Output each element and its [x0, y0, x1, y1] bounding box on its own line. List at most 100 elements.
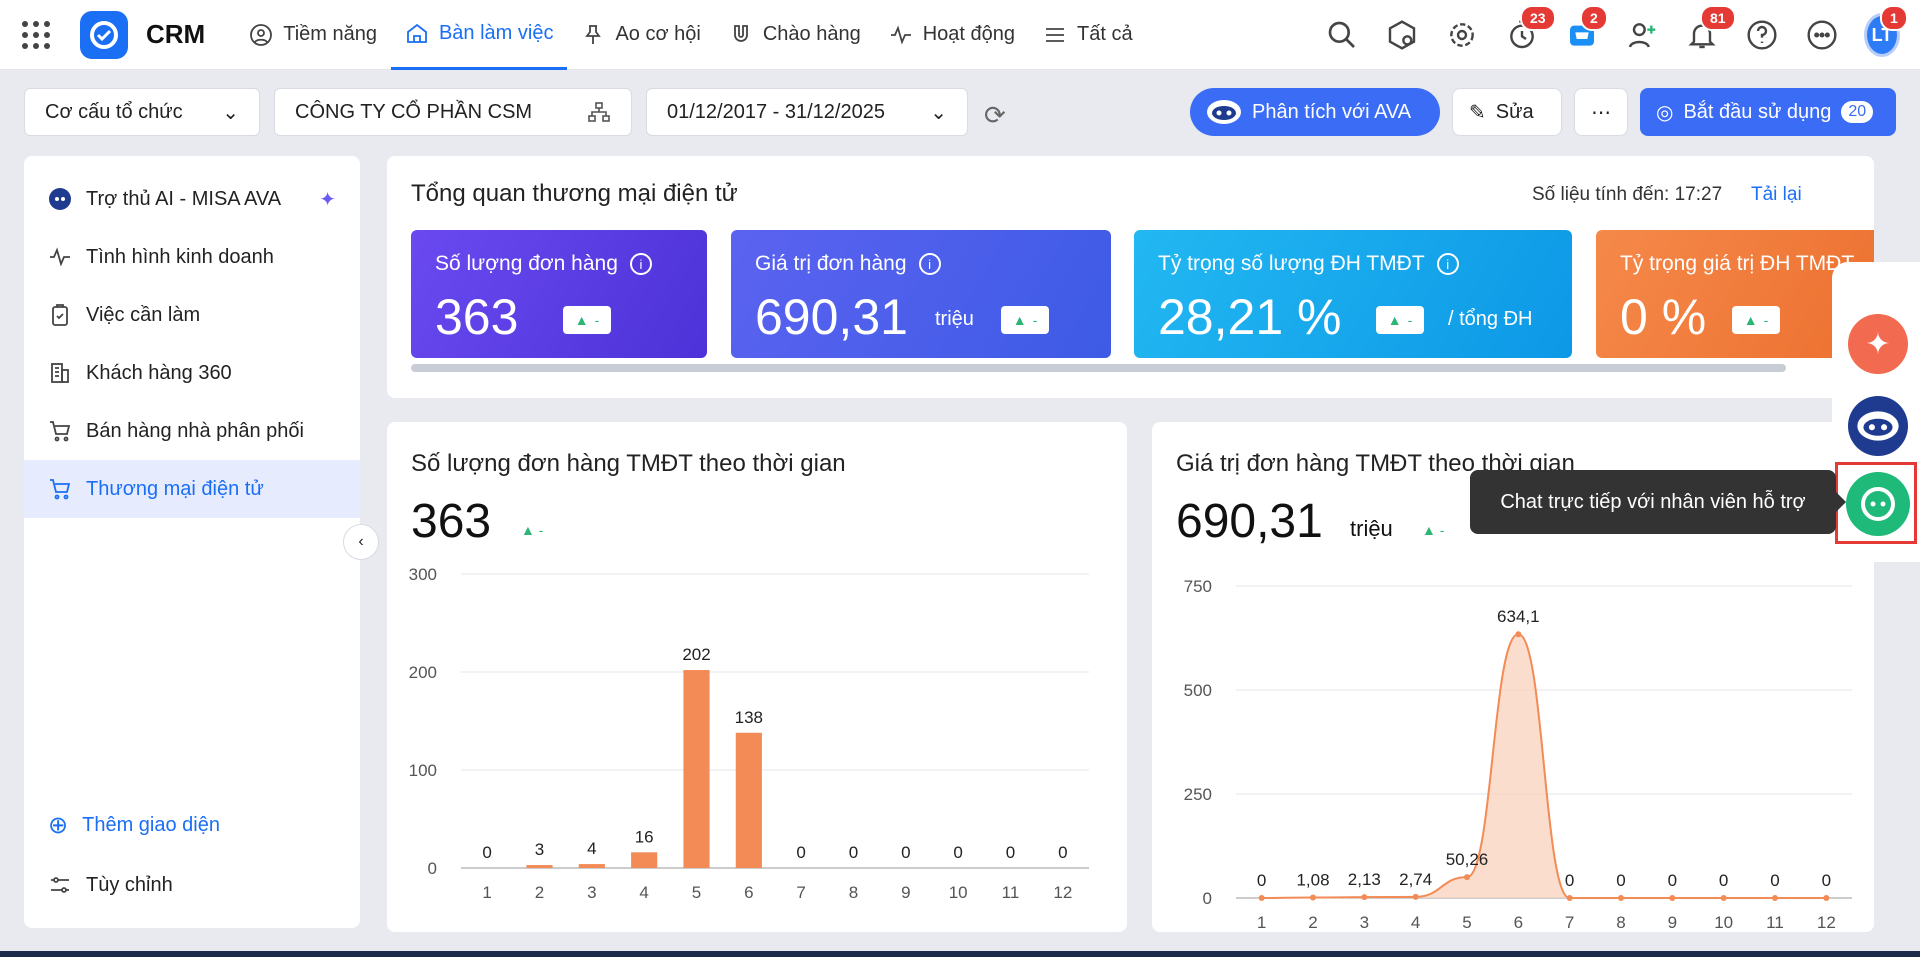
- company-select[interactable]: CÔNG TY CỔ PHẦN CSM: [274, 88, 632, 136]
- org-chart-icon: [588, 102, 610, 122]
- data-point: [1464, 874, 1470, 881]
- nav-item-opportunity[interactable]: Ao cơ hội: [567, 0, 714, 70]
- x-tick-label: 7: [796, 883, 805, 902]
- y-tick-label: 200: [409, 663, 437, 682]
- nav-label: Hoạt động: [922, 23, 1016, 45]
- app-brand: CRM: [146, 19, 206, 49]
- data-label: 0: [849, 843, 858, 862]
- avatar-wrap[interactable]: LT 1: [1864, 5, 1908, 57]
- kpi-label-text: Số lượng đơn hàng: [435, 252, 618, 275]
- live-chat-tooltip: Chat trực tiếp với nhân viên hỗ trợ: [1470, 470, 1846, 534]
- nav-label: Ao cơ hội: [615, 23, 701, 45]
- horizontal-scrollbar[interactable]: [411, 364, 1786, 372]
- help-icon[interactable]: [1744, 17, 1780, 53]
- kpi-card-order-share[interactable]: Tỷ trọng số lượng ĐH TMĐT i 28,21 % ▲ - / …: [1134, 230, 1572, 358]
- data-label: 0: [1719, 871, 1728, 890]
- ava-analyze-button[interactable]: Phân tích với AVA: [1190, 88, 1440, 136]
- sidebar-item-distributor[interactable]: Bán hàng nhà phân phối: [24, 402, 360, 460]
- nav-item-leads[interactable]: Tiềm năng: [235, 0, 391, 70]
- x-tick-label: 3: [1360, 913, 1369, 932]
- refresh-icon[interactable]: ⟳: [984, 100, 1006, 130]
- more-icon: ⋯: [1591, 101, 1611, 124]
- kpi-label: Số lượng đơn hàng i: [435, 252, 652, 276]
- kpi-value: 363: [435, 289, 519, 345]
- ava-bot-button[interactable]: [1848, 396, 1908, 456]
- box-search-icon[interactable]: [1384, 17, 1420, 53]
- y-tick-label: 0: [428, 859, 437, 878]
- ecommerce-overview-panel: Tổng quan thương mại điện tử Số liệu tín…: [387, 156, 1874, 398]
- bar: [526, 865, 553, 868]
- kpi-value: 28,21 %: [1158, 289, 1342, 345]
- trend-up-icon: ▲: [574, 312, 589, 328]
- menu-icon: [1046, 27, 1065, 42]
- clipboard-check-icon: [52, 304, 68, 326]
- data-point: [1720, 895, 1727, 901]
- data-label: 138: [735, 708, 763, 727]
- gear-icon[interactable]: [1444, 17, 1480, 53]
- date-range-select[interactable]: 01/12/2017 - 31/12/2025 ⌄: [646, 88, 968, 136]
- more-options-button[interactable]: ⋯: [1574, 88, 1628, 136]
- start-using-label: Bắt đầu sử dụng: [1683, 100, 1832, 123]
- data-point: [1823, 895, 1830, 901]
- data-label: 0: [901, 843, 910, 862]
- ai-sparkle-button[interactable]: ✦: [1848, 314, 1908, 374]
- kpi-card-order-value[interactable]: Giá trị đơn hàng i 690,31 triệu ▲ -: [731, 230, 1111, 358]
- live-chat-button[interactable]: [1846, 472, 1910, 536]
- sidebar-item-ai-assistant[interactable]: Trợ thủ AI - MISA AVA ✦: [24, 170, 360, 228]
- nav-item-activity[interactable]: Hoạt động: [875, 0, 1029, 70]
- data-point: [1412, 893, 1419, 900]
- sparkle-icon: ✦: [319, 188, 336, 211]
- crm-logo-icon[interactable]: [80, 10, 128, 59]
- sidebar-item-customer-360[interactable]: Khách hàng 360: [24, 344, 360, 402]
- info-icon[interactable]: i: [1436, 253, 1459, 275]
- apps-grid-icon[interactable]: [22, 20, 50, 49]
- x-tick-label: 6: [1514, 913, 1523, 932]
- start-using-button[interactable]: ◎ Bắt đầu sử dụng 20: [1640, 88, 1896, 136]
- search-icon[interactable]: [1324, 17, 1360, 53]
- org-structure-select[interactable]: Cơ cấu tổ chức ⌄: [24, 88, 260, 136]
- reload-link[interactable]: Tải lại: [1751, 184, 1802, 205]
- kpi-card-order-count[interactable]: Số lượng đơn hàng i 363 ▲ -: [411, 230, 707, 358]
- y-tick-label: 500: [1184, 681, 1212, 700]
- data-label: 634,1: [1497, 607, 1540, 626]
- bell-icon[interactable]: 81: [1684, 5, 1736, 53]
- kpi-label: Tỷ trọng giá trị ĐH TMĐT: [1620, 252, 1854, 276]
- x-tick-label: 4: [1411, 913, 1420, 932]
- compass-icon: ◎: [1656, 101, 1674, 124]
- info-icon[interactable]: i: [629, 253, 652, 275]
- data-label: 0: [1668, 871, 1677, 890]
- ava-analyze-label: Phân tích với AVA: [1252, 100, 1412, 123]
- top-bar: CRM Tiềm năng Bàn làm việc Ao cơ hội Chà…: [0, 0, 1920, 70]
- nav-item-quote[interactable]: Chào hàng: [715, 0, 875, 70]
- bar: [683, 670, 710, 868]
- trend-pill: ▲ -: [1732, 306, 1780, 334]
- nav-item-all[interactable]: Tất cả: [1029, 0, 1147, 70]
- x-tick-label: 3: [587, 883, 596, 902]
- nav-label: Bàn làm việc: [438, 21, 554, 44]
- org-structure-label: Cơ cấu tổ chức: [45, 100, 183, 123]
- add-view-button[interactable]: ⊕ Thêm giao diện: [24, 796, 360, 854]
- customize-button[interactable]: Tùy chỉnh: [24, 856, 360, 914]
- nav-item-desk[interactable]: Bàn làm việc: [390, 0, 568, 70]
- kpi-label: Tỷ trọng số lượng ĐH TMĐT i: [1158, 252, 1459, 276]
- date-range-label: 01/12/2017 - 31/12/2025: [667, 100, 885, 123]
- sidebar-item-todo[interactable]: Việc cần làm: [24, 286, 360, 344]
- trend-pill: ▲ -: [563, 306, 611, 334]
- timer-icon[interactable]: 23: [1504, 5, 1556, 53]
- add-user-icon[interactable]: [1624, 17, 1660, 53]
- more-circle-icon[interactable]: [1804, 17, 1840, 53]
- cart-icon[interactable]: 2: [1564, 5, 1608, 53]
- panel-value: 690,31: [1176, 495, 1323, 548]
- trend-up-icon: ▲: [1012, 312, 1027, 328]
- edit-button[interactable]: ✎ Sửa: [1452, 88, 1562, 136]
- x-tick-label: 9: [901, 883, 910, 902]
- sidebar-collapse-button[interactable]: ‹: [343, 524, 379, 560]
- sidebar-item-business[interactable]: Tình hình kinh doanh: [24, 228, 360, 286]
- start-count-badge: 20: [1841, 101, 1874, 123]
- sidebar-item-ecommerce[interactable]: Thương mại điện tử: [24, 460, 360, 518]
- info-icon[interactable]: i: [918, 253, 941, 275]
- chevron-down-icon: ⌄: [930, 101, 947, 124]
- kpi-card-value-share[interactable]: Tỷ trọng giá trị ĐH TMĐT 0 % ▲ -: [1596, 230, 1874, 358]
- x-tick-label: 5: [692, 883, 701, 902]
- trend-up-icon: ▲: [521, 522, 535, 538]
